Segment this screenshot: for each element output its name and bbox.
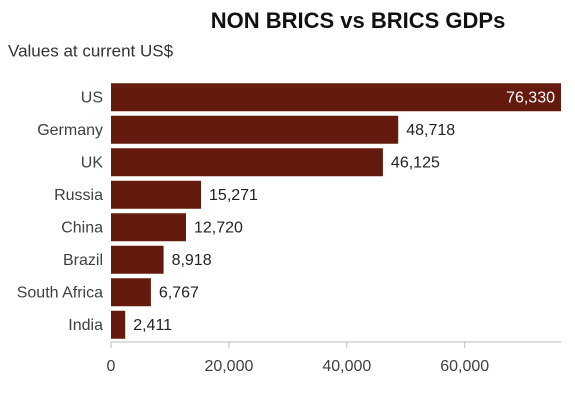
bar (111, 83, 561, 112)
y-tick-label: Germany (37, 122, 103, 139)
x-tick-label: 0 (107, 358, 116, 375)
y-tick-label: UK (81, 154, 104, 171)
y-tick-label: Brazil (63, 252, 103, 269)
y-tick-label: China (61, 219, 103, 236)
x-tick-label: 20,000 (204, 358, 253, 375)
value-label: 8,918 (172, 252, 212, 269)
y-tick-label: Russia (54, 187, 103, 204)
bar (111, 278, 151, 307)
bar (111, 148, 383, 177)
value-label: 76,330 (506, 89, 555, 106)
bar (111, 213, 186, 242)
y-tick-label: India (68, 317, 103, 334)
value-label: 46,125 (391, 154, 440, 171)
bar (111, 310, 126, 339)
value-label: 6,767 (159, 284, 199, 301)
bar (111, 180, 202, 209)
x-tick-label: 60,000 (440, 358, 489, 375)
value-label: 48,718 (406, 122, 455, 139)
value-label: 15,271 (209, 187, 258, 204)
value-label: 12,720 (194, 219, 243, 236)
bar (111, 245, 164, 274)
y-tick-label: South Africa (17, 284, 103, 301)
x-tick-label: 40,000 (322, 358, 371, 375)
chart-title: NON BRICS vs BRICS GDPs (211, 8, 506, 33)
chart-subtitle: Values at current US$ (8, 41, 174, 60)
bar (111, 115, 399, 144)
y-tick-label: US (81, 89, 103, 106)
value-label: 2,411 (133, 317, 172, 334)
